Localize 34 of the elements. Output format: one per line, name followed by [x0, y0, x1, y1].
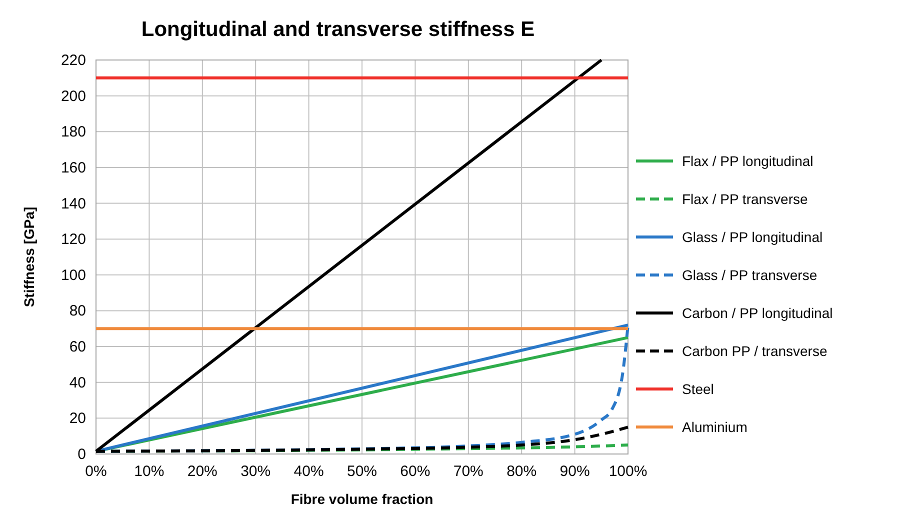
y-tick-label: 140 [60, 195, 86, 212]
x-tick-label: 50% [346, 463, 378, 480]
y-tick-label: 0 [78, 446, 86, 463]
x-tick-label: 20% [187, 463, 218, 480]
x-tick-label: 70% [453, 463, 484, 480]
x-tick-label: 80% [506, 463, 537, 480]
y-tick-label: 100 [60, 266, 86, 284]
x-tick-label: 100% [608, 463, 648, 480]
legend-label: Glass / PP longitudinal [682, 229, 823, 245]
y-tick-label: 180 [60, 124, 86, 141]
x-tick-label: 30% [240, 463, 271, 480]
y-tick-label: 60 [69, 338, 86, 356]
chart-title: Longitudinal and transverse stiffness E [141, 18, 535, 41]
y-tick-label: 200 [60, 88, 86, 105]
legend-label: Steel [682, 381, 714, 397]
legend-label: Flax / PP longitudinal [682, 153, 814, 169]
y-tick-label: 40 [69, 374, 86, 392]
y-tick-label: 120 [60, 231, 86, 248]
legend-label: Carbon PP / transverse [682, 343, 828, 359]
legend-label: Aluminium [682, 419, 748, 435]
y-axis-title: Stiffness [GPa] [21, 206, 37, 308]
legend-label: Glass / PP transverse [682, 267, 818, 283]
y-tick-label: 80 [69, 302, 86, 320]
legend-label: Flax / PP transverse [682, 191, 808, 207]
y-tick-label: 20 [69, 410, 86, 428]
y-tick-label: 220 [60, 52, 86, 69]
x-axis-title: Fibre volume fraction [290, 491, 434, 507]
x-tick-label: 10% [134, 463, 164, 480]
legend-label: Carbon / PP longitudinal [682, 305, 833, 321]
x-tick-label: 0% [85, 463, 107, 480]
x-tick-label: 60% [400, 463, 430, 480]
x-tick-label: 40% [294, 463, 324, 480]
x-tick-label: 90% [560, 463, 590, 480]
y-tick-label: 160 [60, 159, 86, 176]
